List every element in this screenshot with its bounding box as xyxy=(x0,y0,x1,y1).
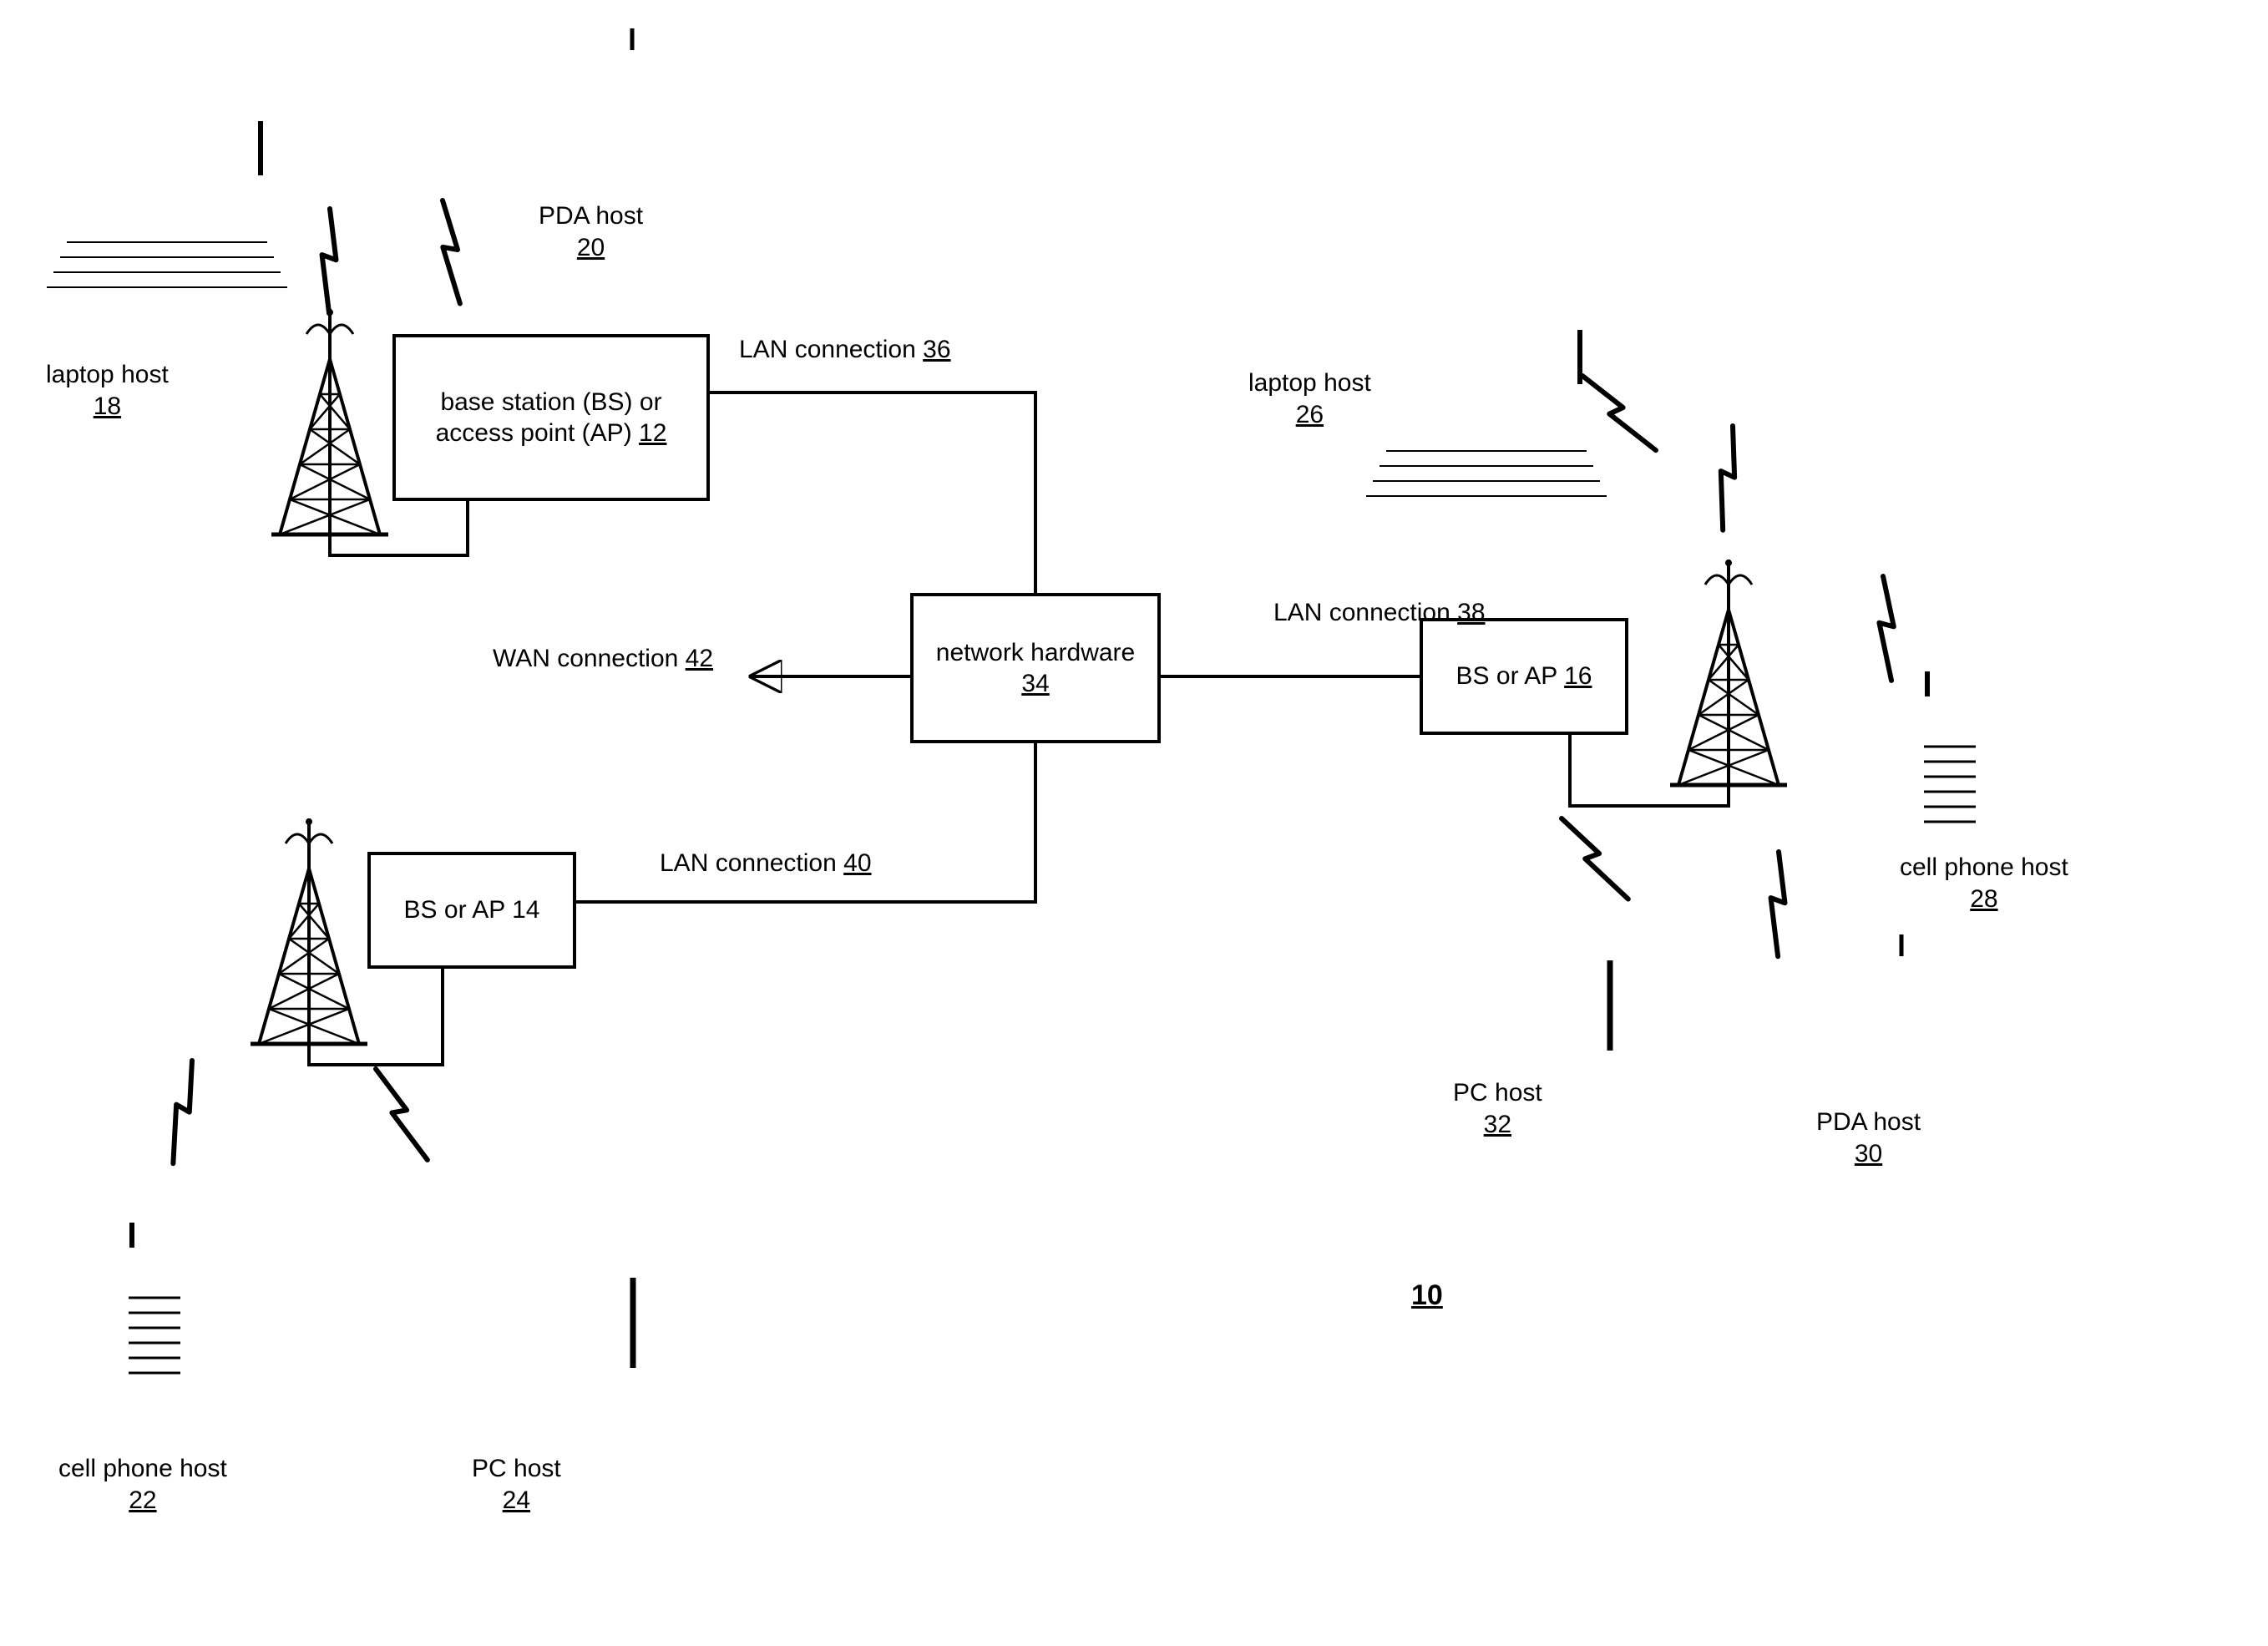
cellphone-icon xyxy=(1912,671,1987,847)
ap16-label: BS or AP 16 xyxy=(1456,661,1592,692)
rf-bolt-icon xyxy=(1691,426,1764,530)
pda20-label: PDA host20 xyxy=(539,200,643,263)
figure-ref: 10 xyxy=(1411,1278,1443,1314)
rf-bolt-icon xyxy=(143,1061,222,1163)
rf-bolt-icon xyxy=(426,200,478,304)
cell28-label: cell phone host28 xyxy=(1900,852,2068,914)
pda-icon xyxy=(1825,934,1916,1098)
rf-bolt-icon xyxy=(376,1063,428,1167)
pc-icon xyxy=(1386,869,1610,1052)
pc-icon xyxy=(409,1186,633,1370)
rf-bolt-icon xyxy=(1857,576,1916,681)
pda30-label: PDA host30 xyxy=(1816,1107,1921,1169)
laptop-icon xyxy=(1353,326,1620,518)
rf-bolt-icon xyxy=(1745,852,1812,956)
lan36-label: LAN connection 36 xyxy=(739,334,951,366)
pda-icon xyxy=(555,28,647,192)
network-hardware-label: network hardware xyxy=(936,637,1135,669)
laptop26-label: laptop host26 xyxy=(1248,367,1371,430)
diagram-lines xyxy=(0,0,2268,1646)
network-hardware-ref: 34 xyxy=(1021,668,1049,700)
cell22-label: cell phone host22 xyxy=(58,1453,227,1516)
wan42-label: WAN connection 42 xyxy=(493,643,713,675)
rf-bolt-icon xyxy=(1582,361,1656,465)
ap12-line2: access point (AP) 12 xyxy=(436,418,667,449)
ap12-box: base station (BS) or access point (AP) 1… xyxy=(392,334,710,501)
antenna-tower-icon xyxy=(1670,560,1787,785)
ap16-box: BS or AP 16 xyxy=(1420,618,1628,735)
ap14-box: BS or AP 14 xyxy=(367,852,576,969)
laptop18-label: laptop host18 xyxy=(46,359,169,422)
laptop-icon xyxy=(33,117,301,309)
pc32-label: PC host32 xyxy=(1453,1077,1542,1140)
pc24-label: PC host24 xyxy=(472,1453,561,1516)
antenna-tower-icon xyxy=(251,818,367,1044)
network-hardware-box: network hardware 34 xyxy=(910,593,1161,743)
antenna-tower-icon xyxy=(271,309,388,534)
ap12-line1: base station (BS) or xyxy=(440,387,661,418)
lan38-label: LAN connection 38 xyxy=(1273,597,1486,629)
diagram-canvas: network hardware 34 base station (BS) or… xyxy=(0,0,2268,1646)
lan40-label: LAN connection 40 xyxy=(660,848,872,879)
rf-bolt-icon xyxy=(1562,807,1628,911)
rf-bolt-icon xyxy=(296,209,363,313)
cellphone-icon xyxy=(117,1223,192,1398)
ap14-label: BS or AP 14 xyxy=(404,894,540,926)
